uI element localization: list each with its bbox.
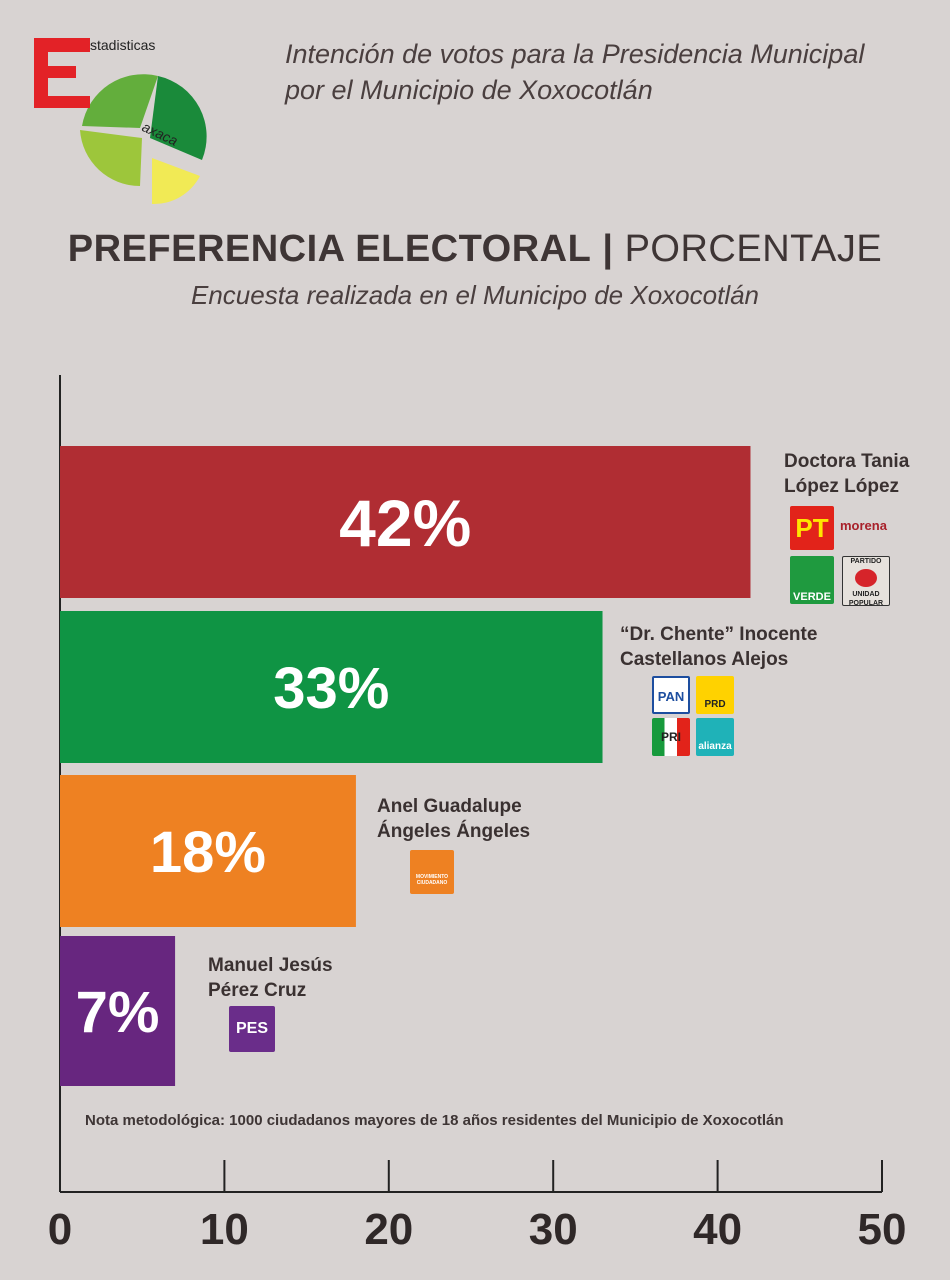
movimiento-ciudadano-logo: MOVIMIENTO CIUDADANO — [410, 850, 454, 894]
prd-logo: PRD — [696, 676, 734, 714]
x-tick-label: 20 — [364, 1205, 413, 1254]
pan-logo: PAN — [652, 676, 690, 714]
pt-logo: PT — [790, 506, 834, 550]
logo-e-bar-mid — [34, 66, 76, 78]
verde-logo: VERDE — [790, 556, 834, 604]
logo-pie-yellow-slice — [152, 158, 200, 205]
bar-value-label: 42% — [339, 486, 471, 560]
morena-logo: morena — [840, 518, 887, 533]
alianza-logo: alianza — [696, 718, 734, 756]
chart-title: PREFERENCIA ELECTORAL | PORCENTAJE — [0, 228, 950, 271]
bar — [60, 446, 751, 598]
pes-logo: PES — [229, 1006, 275, 1052]
logo-pie-dark-slice — [150, 76, 207, 160]
bar-value-label: 7% — [76, 980, 160, 1045]
candidate-name-label: López López — [784, 476, 899, 497]
pup-emblem-icon — [855, 569, 877, 587]
x-tick-label: 50 — [858, 1205, 907, 1254]
estadisticas-oaxaca-logo: stadisticas axaca — [34, 37, 207, 205]
chart-title-suffix: PORCENTAJE — [624, 228, 883, 270]
bar-value-label: 33% — [273, 656, 389, 721]
bar — [60, 611, 603, 763]
bar-value-label: 18% — [150, 820, 266, 885]
chart-title-main: PREFERENCIA ELECTORAL — [67, 228, 592, 270]
header-line-1: Intención de votos para la Presidencia M… — [285, 39, 865, 69]
logo-e-bar-bottom — [34, 96, 90, 108]
header-line-2: por el Municipio de Xoxocotlán — [285, 75, 653, 106]
pup-logo-top: PARTIDO — [850, 558, 882, 565]
chart-subtitle: Encuesta realizada en el Municipo de Xox… — [190, 280, 760, 310]
candidate-name-label: Anel Guadalupe — [377, 796, 522, 817]
candidate-name-label: “Dr. Chente” Inocente — [620, 624, 817, 645]
candidate-name-label: Pérez Cruz — [208, 980, 306, 1001]
logo-pie-green-slice — [82, 74, 158, 128]
bar — [60, 775, 356, 927]
x-tick-label: 0 — [48, 1205, 72, 1254]
chart-title-separator: | — [602, 228, 625, 270]
candidate-name-label: Castellanos Alejos — [620, 649, 788, 670]
pup-logo-bottom: UNIDAD POPULAR — [848, 591, 884, 607]
header-caption: Intención de votos para la Presidencia M… — [285, 36, 864, 109]
candidate-name-label: Manuel Jesús — [208, 955, 333, 976]
x-tick-label: 10 — [200, 1205, 249, 1254]
methodology-note: Nota metodológica: 1000 ciudadanos mayor… — [85, 1112, 784, 1129]
logo-pie-lime-slice — [80, 130, 142, 187]
pup-logo: PARTIDO UNIDAD POPULAR — [842, 556, 890, 607]
candidate-name-label: Doctora Tania — [784, 451, 910, 472]
pri-logo: PRI — [652, 718, 690, 756]
x-tick-label: 40 — [693, 1205, 742, 1254]
candidate-name-label: Ángeles Ángeles — [377, 820, 530, 842]
x-tick-label: 30 — [529, 1205, 578, 1254]
bar-chart: 0 10 20 30 40 50 42% Doctora Tania López López 33… — [48, 375, 910, 1254]
logo-text-top: stadisticas — [90, 37, 155, 53]
bar — [60, 936, 176, 1086]
